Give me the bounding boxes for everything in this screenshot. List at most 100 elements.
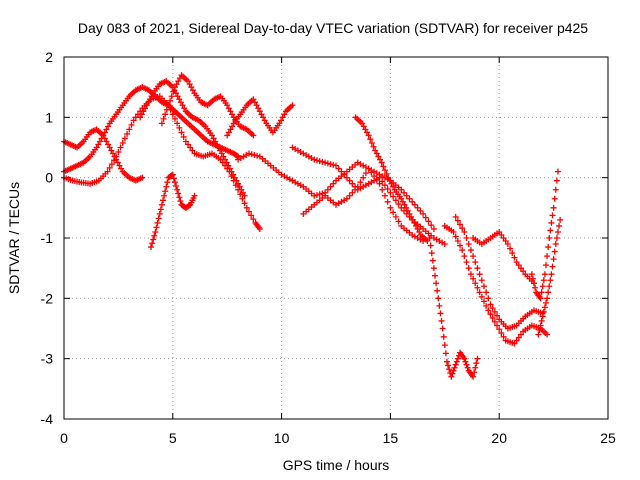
data-point [364, 129, 371, 136]
data-point [451, 364, 458, 371]
data-point [434, 287, 441, 294]
data-point [229, 111, 236, 118]
x-axis-label: GPS time / hours [283, 457, 390, 473]
data-point [420, 210, 427, 217]
data-point [226, 165, 233, 172]
data-point [446, 366, 453, 373]
data-point [483, 289, 490, 296]
data-point [250, 216, 257, 223]
data-point [550, 204, 557, 211]
data-point [390, 183, 397, 190]
data-point [470, 275, 477, 282]
data-point [210, 135, 217, 142]
data-point [160, 115, 167, 122]
data-point [452, 233, 459, 240]
data-point [251, 99, 258, 106]
data-point [542, 299, 549, 306]
data-point [376, 180, 383, 187]
data-point [404, 207, 411, 214]
data-point [427, 242, 434, 249]
data-point [324, 160, 331, 167]
data-point [553, 177, 560, 184]
data-point [411, 219, 418, 226]
data-point [111, 157, 118, 164]
data-point [554, 168, 561, 175]
data-point [485, 307, 492, 314]
data-point [398, 195, 405, 202]
data-point [261, 117, 268, 124]
data-point [546, 283, 553, 290]
data-point [139, 174, 146, 181]
data-point [338, 168, 345, 175]
x-tick-labels: 0 5 10 15 20 25 [60, 430, 616, 446]
data-point [450, 367, 457, 374]
data-point [313, 192, 320, 199]
data-point [551, 195, 558, 202]
data-point [403, 204, 410, 211]
data-point [417, 207, 424, 214]
data-point [173, 81, 180, 88]
data-point [377, 156, 384, 163]
data-point [414, 225, 421, 232]
data-point [392, 213, 399, 220]
data-point [163, 183, 170, 190]
data-point [540, 308, 547, 315]
data-point [178, 129, 185, 136]
data-point [241, 200, 248, 207]
data-point [414, 204, 421, 211]
data-point [461, 228, 468, 235]
data-point [373, 150, 380, 157]
data-point [365, 132, 372, 139]
data-point [531, 280, 538, 287]
data-point [371, 173, 378, 180]
data-point [485, 295, 492, 302]
y-tick-label: -1 [41, 230, 54, 246]
data-point [539, 283, 546, 290]
data-point [260, 114, 267, 121]
data-point [548, 271, 555, 278]
data-point [137, 114, 144, 121]
data-point [101, 135, 108, 142]
data-point [430, 225, 437, 232]
data-point [439, 325, 446, 332]
data-point [498, 330, 505, 337]
x-tick-label: 20 [491, 430, 507, 446]
data-point [239, 195, 246, 202]
data-point [436, 302, 443, 309]
data-point [357, 179, 364, 186]
data-point [330, 180, 337, 187]
data-point [223, 159, 230, 166]
data-point [177, 99, 184, 106]
data-point [116, 162, 123, 169]
data-point [474, 284, 481, 291]
data-point [256, 108, 263, 115]
data-point [480, 283, 487, 290]
data-point [367, 136, 374, 143]
y-tick-labels: -4 -3 -2 -1 0 1 2 [41, 49, 54, 427]
series-sat-11 [352, 114, 431, 245]
data-point [406, 210, 413, 217]
data-point [224, 102, 231, 109]
data-point [547, 277, 554, 284]
data-point [352, 186, 359, 193]
data-point [281, 111, 288, 118]
data-point [187, 144, 194, 151]
data-point [409, 216, 416, 223]
data-point [222, 156, 229, 163]
data-point [118, 165, 125, 172]
data-point [383, 170, 390, 177]
data-point [480, 298, 487, 305]
data-point [449, 370, 456, 377]
data-point [186, 81, 193, 88]
data-point [175, 78, 182, 85]
series-sat-2 [61, 126, 146, 184]
data-point [368, 169, 375, 176]
data-point [416, 228, 423, 235]
data-point [386, 177, 393, 184]
data-point [218, 150, 225, 157]
data-point [145, 99, 152, 106]
data-point [453, 358, 460, 365]
data-point [470, 253, 477, 260]
data-point [162, 188, 169, 195]
data-point [154, 219, 161, 226]
